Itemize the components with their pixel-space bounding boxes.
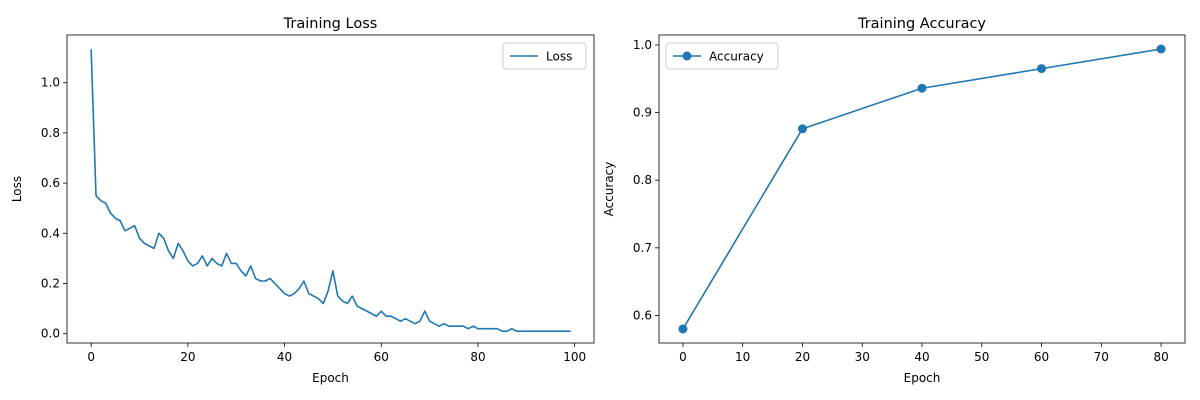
x-tick-label: 10 — [735, 350, 750, 364]
chart-1: Training Accuracy 0 10 20 30 40 50 60 70 80 0.6 0.7… — [602, 16, 1186, 385]
axes-frame — [66, 34, 595, 344]
y-tick-label: 0.8 — [41, 126, 60, 140]
y-tick-label: 0.6 — [633, 308, 652, 322]
x-tick-label: 50 — [974, 350, 989, 364]
x-axis-label: Epoch — [904, 371, 941, 385]
y-tick-label: 0.0 — [41, 327, 60, 341]
data-point — [1037, 64, 1047, 74]
x-tick-label: 30 — [855, 350, 870, 364]
x-tick-label: 0 — [679, 350, 687, 364]
chart-title: Training Loss — [283, 16, 378, 32]
chart-title: Training Accuracy — [857, 16, 986, 32]
x-tick-label: 20 — [795, 350, 810, 364]
legend: Loss — [502, 42, 587, 70]
data-point — [678, 324, 688, 334]
data-point — [797, 124, 807, 134]
y-tick-label: 1.0 — [633, 38, 652, 52]
x-tick-label: 80 — [470, 350, 485, 364]
y-tick-label: 0.6 — [41, 176, 60, 190]
y-tick-label: 0.8 — [633, 173, 652, 187]
x-tick-label: 0 — [87, 350, 95, 364]
x-tick-label: 40 — [914, 350, 929, 364]
x-axis-label: Epoch — [312, 371, 349, 385]
x-tick-label: 60 — [1034, 350, 1049, 364]
y-axis-label: Loss — [10, 176, 24, 202]
legend-box — [665, 42, 779, 70]
y-tick-label: 0.2 — [41, 277, 60, 291]
x-tick-label: 60 — [374, 350, 389, 364]
legend-box — [502, 42, 587, 70]
legend-label: Accuracy — [709, 50, 764, 64]
y-tick-label: 1.0 — [41, 76, 60, 90]
x-tick-label: 40 — [277, 350, 292, 364]
x-tick-label: 70 — [1094, 350, 1109, 364]
y-axis-label: Accuracy — [602, 162, 616, 217]
data-point — [1156, 44, 1166, 54]
axes-frame — [658, 34, 1186, 344]
chart-0: Training Loss 0 20 40 60 80 100 0.0 0.2 0.4 0.6 0.8… — [10, 16, 595, 385]
x-tick-label: 100 — [563, 350, 586, 364]
x-tick-label: 20 — [180, 350, 195, 364]
legend-marker-swatch — [682, 51, 692, 61]
y-tick-label: 0.7 — [633, 241, 652, 255]
legend-label: Loss — [546, 50, 572, 64]
legend: Accuracy — [665, 42, 779, 70]
series-line-0 — [90, 49, 571, 333]
data-point — [917, 83, 927, 93]
y-tick-label: 0.4 — [41, 226, 60, 240]
x-tick-label: 80 — [1153, 350, 1168, 364]
y-tick-label: 0.9 — [633, 106, 652, 120]
